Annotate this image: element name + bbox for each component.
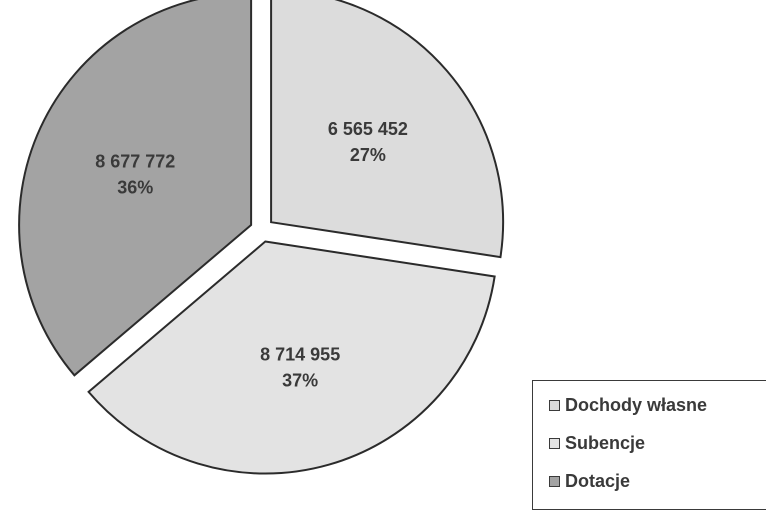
legend-item-dochody-wlasne: Dochody własne [549,395,707,416]
legend-swatch-dochody-wlasne [549,400,560,411]
pie-slice-dochody-własne [270,0,505,259]
slice-value-label: 8 714 955 [260,344,340,364]
slice-percent-label: 36% [117,177,153,197]
slice-value-label: 8 677 772 [95,151,175,171]
chart-legend: Dochody własne Subencje Dotacje [532,380,766,510]
legend-label-dotacje: Dotacje [565,471,631,491]
legend-swatch-dotacje [549,476,560,487]
pie-slices [18,0,505,475]
slice-percent-label: 27% [350,145,386,165]
legend-label-subencje: Subencje [565,433,646,453]
slice-value-label: 6 565 452 [328,119,408,139]
pie-slice-labels: 6 565 452 27% 8 714 955 37% 8 677 772 36% [95,119,408,390]
legend-label-dochody-wlasne: Dochody własne [565,395,708,415]
pie-slice-dotacje [18,0,253,377]
legend-item-dotacje: Dotacje [549,471,630,492]
legend-item-subencje: Subencje [549,433,645,454]
slice-percent-label: 37% [282,370,318,390]
legend-swatch-subencje [549,438,560,449]
pie-slice-subencje [87,240,496,475]
